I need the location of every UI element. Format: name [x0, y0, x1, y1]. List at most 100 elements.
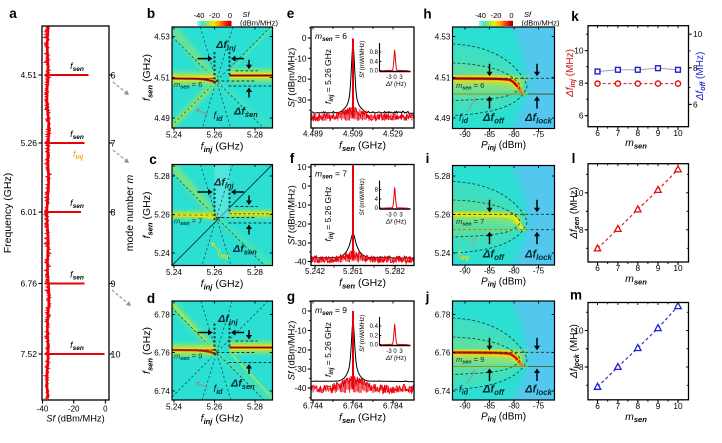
svg-text:msen = 6: msen = 6	[456, 81, 484, 92]
svg-text:5.26: 5.26	[207, 402, 223, 411]
svg-text:5.282: 5.282	[385, 267, 406, 276]
svg-text:4.49: 4.49	[435, 114, 451, 123]
svg-text:-20: -20	[295, 219, 307, 229]
svg-text:8: 8	[693, 63, 698, 73]
svg-text:Δf (Hz): Δf (Hz)	[385, 81, 406, 88]
svg-text:fid: fid	[459, 385, 469, 397]
svg-text:3: 3	[399, 75, 403, 81]
svg-text:8: 8	[579, 225, 584, 235]
svg-text:8: 8	[375, 188, 379, 194]
svg-text:4.53: 4.53	[435, 33, 451, 42]
svg-text:4.509: 4.509	[343, 130, 364, 139]
svg-text:Δfinj: Δfinj	[217, 313, 238, 326]
svg-text:-85: -85	[484, 401, 496, 410]
svg-text:6: 6	[111, 71, 116, 81]
svg-text:Sf: Sf	[242, 10, 250, 19]
svg-text:5.261: 5.261	[343, 267, 364, 276]
svg-text:6: 6	[693, 99, 698, 109]
svg-text:msen = 7: msen = 7	[174, 217, 202, 228]
svg-text:10: 10	[574, 326, 584, 336]
svg-text:d: d	[147, 291, 155, 306]
svg-text:5.26: 5.26	[207, 268, 223, 277]
svg-text:Δflock: Δflock	[524, 384, 552, 397]
svg-text:5.24: 5.24	[166, 402, 182, 411]
svg-text:Δfoff (MHz): Δfoff (MHz)	[695, 52, 707, 102]
svg-text:-10: -10	[295, 326, 307, 336]
svg-text:-80: -80	[508, 401, 520, 410]
svg-text:l: l	[572, 151, 576, 166]
svg-text:msen: msen	[625, 273, 647, 286]
svg-text:-10: -10	[295, 200, 307, 210]
svg-text:a: a	[9, 6, 17, 21]
svg-text:6.76: 6.76	[20, 279, 37, 289]
svg-text:5.28: 5.28	[435, 172, 451, 181]
svg-text:Δfinj (MHz): Δfinj (MHz)	[565, 49, 577, 98]
svg-text:0.0: 0.0	[370, 343, 379, 349]
svg-text:k: k	[571, 9, 579, 24]
svg-text:Sf (mW/MHz): Sf (mW/MHz)	[359, 178, 366, 215]
svg-text:-10: -10	[295, 53, 307, 63]
svg-text:0: 0	[302, 33, 307, 43]
svg-text:Sf: Sf	[524, 10, 532, 19]
svg-text:6.76: 6.76	[154, 349, 170, 358]
svg-text:Δfsen: Δfsen	[232, 243, 257, 256]
svg-text:8: 8	[111, 208, 116, 218]
svg-text:6.744: 6.744	[303, 402, 324, 411]
svg-text:4: 4	[375, 197, 379, 203]
svg-text:msen = 9: msen = 9	[456, 355, 484, 366]
svg-text:finj = 5.26 GHz: finj = 5.26 GHz	[323, 49, 335, 104]
svg-text:fsen: fsen	[70, 129, 84, 141]
svg-text:0: 0	[393, 349, 397, 355]
svg-text:fsen: fsen	[70, 340, 84, 352]
svg-text:Sf (mW/MHz): Sf (mW/MHz)	[359, 41, 366, 78]
svg-text:Δfsen: Δfsen	[230, 378, 255, 391]
svg-text:4.489: 4.489	[303, 130, 324, 139]
svg-text:8: 8	[579, 78, 584, 88]
svg-text:8: 8	[579, 362, 584, 372]
svg-text:Sf (dBm/MHz): Sf (dBm/MHz)	[287, 48, 298, 108]
svg-text:8: 8	[635, 263, 640, 273]
svg-text:msen: msen	[625, 137, 647, 150]
svg-text:4.51: 4.51	[435, 74, 451, 83]
svg-text:-75: -75	[533, 130, 545, 139]
svg-text:5.28: 5.28	[247, 130, 263, 139]
svg-text:-20: -20	[295, 74, 307, 84]
svg-text:4.51: 4.51	[154, 74, 170, 83]
svg-text:0: 0	[302, 181, 307, 191]
svg-text:3: 3	[399, 213, 403, 219]
svg-text:10: 10	[111, 350, 121, 360]
svg-text:4.51: 4.51	[20, 70, 37, 80]
svg-text:j: j	[425, 290, 430, 305]
svg-text:finj: finj	[458, 250, 470, 262]
svg-text:fid: fid	[213, 384, 223, 396]
svg-text:6.74: 6.74	[435, 387, 451, 396]
svg-text:5.24: 5.24	[166, 130, 182, 139]
svg-text:0: 0	[509, 11, 513, 20]
svg-text:Pinj (dBm): Pinj (dBm)	[481, 412, 526, 424]
svg-text:5.24: 5.24	[154, 249, 170, 258]
svg-text:6: 6	[579, 111, 584, 121]
svg-text:f: f	[290, 151, 295, 166]
svg-text:5.26: 5.26	[435, 211, 451, 220]
svg-text:Δfinj: Δfinj	[213, 177, 234, 190]
svg-text:-20: -20	[68, 405, 80, 414]
svg-text:fid: fid	[459, 113, 469, 125]
svg-text:6.78: 6.78	[435, 311, 451, 320]
svg-text:3: 3	[399, 349, 403, 355]
svg-text:Frequency (GHz): Frequency (GHz)	[2, 173, 14, 254]
svg-text:msen = 9: msen = 9	[315, 305, 347, 317]
svg-text:(dBm/MHz): (dBm/MHz)	[240, 19, 278, 28]
svg-text:-75: -75	[533, 401, 545, 410]
svg-text:Pinj (dBm): Pinj (dBm)	[481, 277, 526, 289]
svg-text:5.24: 5.24	[435, 249, 451, 258]
svg-text:Pinj (dBm): Pinj (dBm)	[481, 140, 526, 152]
svg-text:7: 7	[616, 263, 621, 273]
svg-text:Δfsen (MHz): Δfsen (MHz)	[569, 187, 581, 240]
svg-text:10: 10	[673, 401, 683, 411]
svg-text:10: 10	[574, 188, 584, 198]
svg-text:m: m	[570, 288, 582, 303]
svg-text:finj: finj	[217, 249, 229, 261]
svg-text:i: i	[426, 151, 430, 166]
svg-text:0: 0	[393, 213, 397, 219]
svg-text:-85: -85	[484, 266, 496, 275]
